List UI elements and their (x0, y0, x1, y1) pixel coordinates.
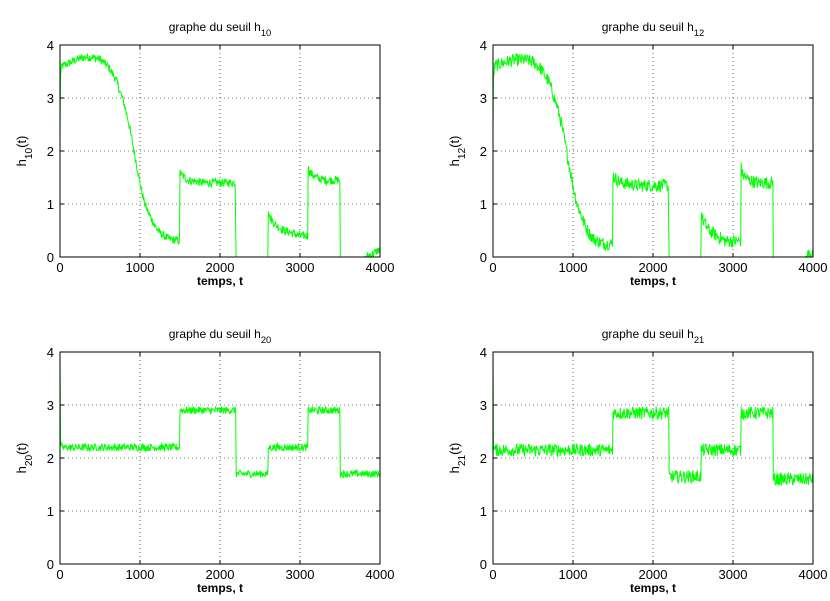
y-tick-label: 0 (47, 250, 54, 265)
x-tick-label: 0 (56, 567, 63, 582)
x-tick-label: 3000 (286, 260, 315, 275)
x-tick-label: 1000 (559, 567, 588, 582)
y-tick-label: 4 (47, 345, 54, 360)
chart-title: graphe du seuil h12 (602, 20, 704, 38)
y-axis-label: h12(t) (447, 136, 468, 167)
y-tick-label: 1 (47, 197, 54, 212)
x-tick-label: 0 (56, 260, 63, 275)
y-tick-label: 2 (47, 144, 54, 159)
chart-title: graphe du seuil h21 (602, 327, 704, 345)
series-line (492, 52, 814, 259)
x-tick-label: 1000 (126, 260, 155, 275)
y-tick-label: 1 (480, 504, 487, 519)
x-tick-label: 3000 (719, 567, 748, 582)
x-tick-label: 4000 (366, 260, 395, 275)
x-tick-label: 4000 (799, 567, 828, 582)
x-tick-label: 0 (489, 567, 496, 582)
x-tick-label: 4000 (366, 567, 395, 582)
x-tick-label: 2000 (206, 260, 235, 275)
y-tick-label: 4 (47, 38, 54, 53)
y-tick-label: 3 (47, 398, 54, 413)
x-tick-label: 4000 (799, 260, 828, 275)
x-axis-label: temps, t (630, 581, 676, 595)
panel-1: 0 1000 2000 3000 4000 0 1 2 3 4 graphe du seuil h1… (447, 20, 827, 288)
y-tick-label: 3 (47, 91, 54, 106)
chart-title: graphe du seuil h10 (169, 20, 271, 38)
series-line (59, 351, 381, 480)
x-axis-label: temps, t (197, 274, 243, 288)
x-axis-label: temps, t (630, 274, 676, 288)
x-tick-label: 2000 (639, 567, 668, 582)
y-tick-label: 2 (47, 451, 54, 466)
panel-2: 0 1000 2000 3000 4000 0 1 2 3 4 graphe du seuil h2… (14, 327, 394, 595)
y-tick-label: 2 (480, 144, 487, 159)
y-axis-label: h21(t) (447, 443, 468, 474)
y-tick-label: 3 (480, 91, 487, 106)
x-tick-label: 2000 (206, 567, 235, 582)
x-tick-label: 3000 (719, 260, 748, 275)
y-axis-label: h10(t) (14, 136, 35, 167)
y-axis-label: h20(t) (14, 443, 35, 474)
y-tick-label: 4 (480, 38, 487, 53)
series-line (59, 53, 381, 259)
x-tick-label: 0 (489, 260, 496, 275)
series-line (492, 351, 814, 486)
y-tick-label: 4 (480, 345, 487, 360)
y-tick-label: 2 (480, 451, 487, 466)
x-tick-label: 2000 (639, 260, 668, 275)
chart-title: graphe du seuil h20 (169, 327, 271, 345)
x-tick-label: 1000 (126, 567, 155, 582)
y-tick-label: 3 (480, 398, 487, 413)
y-tick-label: 1 (47, 504, 54, 519)
panel-3: 0 1000 2000 3000 4000 0 1 2 3 4 graphe du seuil h2… (447, 327, 827, 595)
panel-0: 0 1000 2000 3000 4000 0 1 2 3 4 graphe du seuil h1… (14, 20, 394, 288)
y-tick-label: 0 (480, 557, 487, 572)
y-tick-label: 0 (47, 557, 54, 572)
x-axis-label: temps, t (197, 581, 243, 595)
y-tick-label: 0 (480, 250, 487, 265)
x-tick-label: 1000 (559, 260, 588, 275)
y-tick-label: 1 (480, 197, 487, 212)
x-tick-label: 3000 (286, 567, 315, 582)
